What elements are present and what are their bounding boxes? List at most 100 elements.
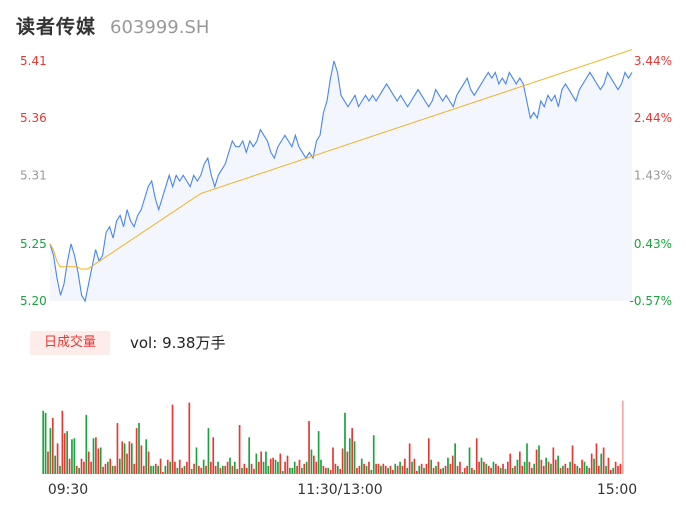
volume-bar: [614, 461, 617, 474]
volume-bar: [233, 461, 236, 474]
volume-bar: [219, 467, 222, 474]
volume-bar: [389, 465, 392, 474]
volume-bar: [289, 467, 291, 474]
volume-bar: [90, 461, 92, 474]
volume-bar: [322, 465, 325, 474]
volume-bar: [243, 463, 246, 474]
volume-bar: [427, 438, 430, 474]
volume-bar: [114, 465, 116, 474]
volume-bar: [135, 428, 138, 474]
volume-bar: [444, 465, 447, 474]
volume-bar: [499, 467, 502, 474]
volume-bar: [128, 441, 131, 474]
volume-bar: [360, 458, 363, 474]
stock-name: 读者传媒: [16, 16, 97, 38]
volume-bar: [504, 468, 507, 474]
volume-bar: [562, 465, 564, 474]
y-tick-right: 0.43%: [634, 237, 672, 251]
volume-bar: [178, 459, 181, 474]
volume-bar: [73, 438, 76, 474]
volume-bar: [377, 463, 380, 474]
volume-bar: [279, 453, 282, 474]
volume-bar: [533, 463, 536, 474]
volume-bar: [466, 465, 468, 474]
volume-bar: [269, 458, 272, 474]
y-tick-left: 5.41: [20, 54, 47, 68]
volume-bar: [104, 463, 107, 474]
y-tick-right: 3.44%: [634, 54, 672, 68]
volume-bar: [346, 451, 349, 474]
volume-bar: [305, 461, 308, 474]
volume-bar: [324, 467, 327, 474]
volume-bar: [157, 465, 159, 474]
daily-volume-tab[interactable]: 日成交量: [30, 331, 110, 355]
volume-bar: [552, 447, 555, 474]
volume-bar: [293, 461, 296, 474]
volume-bar: [66, 431, 68, 474]
volume-bar: [226, 461, 229, 474]
volume-bar: [461, 471, 464, 474]
volume-bar: [542, 465, 545, 474]
volume-bar: [78, 467, 80, 474]
volume-bar: [277, 461, 279, 474]
volume-bar: [334, 463, 337, 474]
volume-bar: [571, 445, 574, 474]
volume-bar: [612, 467, 615, 474]
volume-bar: [164, 465, 167, 474]
volume-bar: [221, 465, 224, 474]
volume-bar: [619, 463, 622, 474]
volume-bar: [339, 468, 342, 474]
volume-bar: [595, 443, 598, 474]
volume-bar: [92, 438, 95, 474]
volume-bar: [341, 448, 344, 474]
volume-bar: [406, 467, 409, 474]
volume-bar: [188, 402, 191, 474]
y-tick-left: 5.31: [20, 168, 47, 182]
volume-bar: [272, 457, 274, 474]
volume-bar: [107, 461, 109, 474]
volume-bar: [281, 470, 284, 474]
volume-bar: [171, 404, 174, 474]
y-tick-left: 5.25: [20, 237, 47, 251]
volume-bar: [435, 465, 437, 474]
volume-bar: [303, 463, 306, 474]
volume-bar: [528, 461, 531, 474]
volume-bar: [119, 458, 121, 474]
volume-bar: [485, 463, 488, 474]
volume-bar: [583, 461, 586, 474]
volume-bar: [296, 465, 298, 474]
volume-bar: [310, 449, 313, 474]
volume-bar: [212, 437, 215, 474]
volume-bar: [483, 461, 485, 474]
volume-bar: [617, 465, 619, 474]
volume-bar: [432, 467, 435, 474]
volume-bar: [621, 400, 624, 474]
volume-bar: [418, 465, 421, 474]
volume-bar: [205, 465, 207, 474]
volume-bar: [245, 467, 248, 474]
average-line: [49, 49, 633, 270]
volume-bar: [521, 465, 524, 474]
volume-bar: [430, 459, 433, 474]
volume-bar: [274, 459, 277, 474]
volume-bar: [454, 443, 456, 474]
stock-header: 读者传媒 603999.SH: [16, 12, 209, 40]
volume-bar: [193, 463, 195, 474]
volume-bar: [147, 451, 150, 474]
volume-bar: [207, 428, 210, 474]
volume-bar: [298, 459, 301, 474]
volume-bar: [514, 465, 516, 474]
volume-bar: [44, 412, 47, 474]
volume-bar: [183, 465, 186, 474]
y-tick-right: 2.44%: [634, 111, 672, 125]
volume-bar: [320, 459, 322, 474]
volume-bar: [497, 465, 500, 474]
volume-bar: [492, 461, 495, 474]
volume-bar: [257, 461, 260, 474]
volume-bar: [413, 458, 416, 474]
volume-bar: [265, 451, 267, 474]
price-area: [50, 61, 632, 301]
volume-bar: [99, 447, 102, 474]
volume-bar: [380, 465, 382, 474]
x-tick-label: 11:30/13:00: [297, 482, 382, 498]
